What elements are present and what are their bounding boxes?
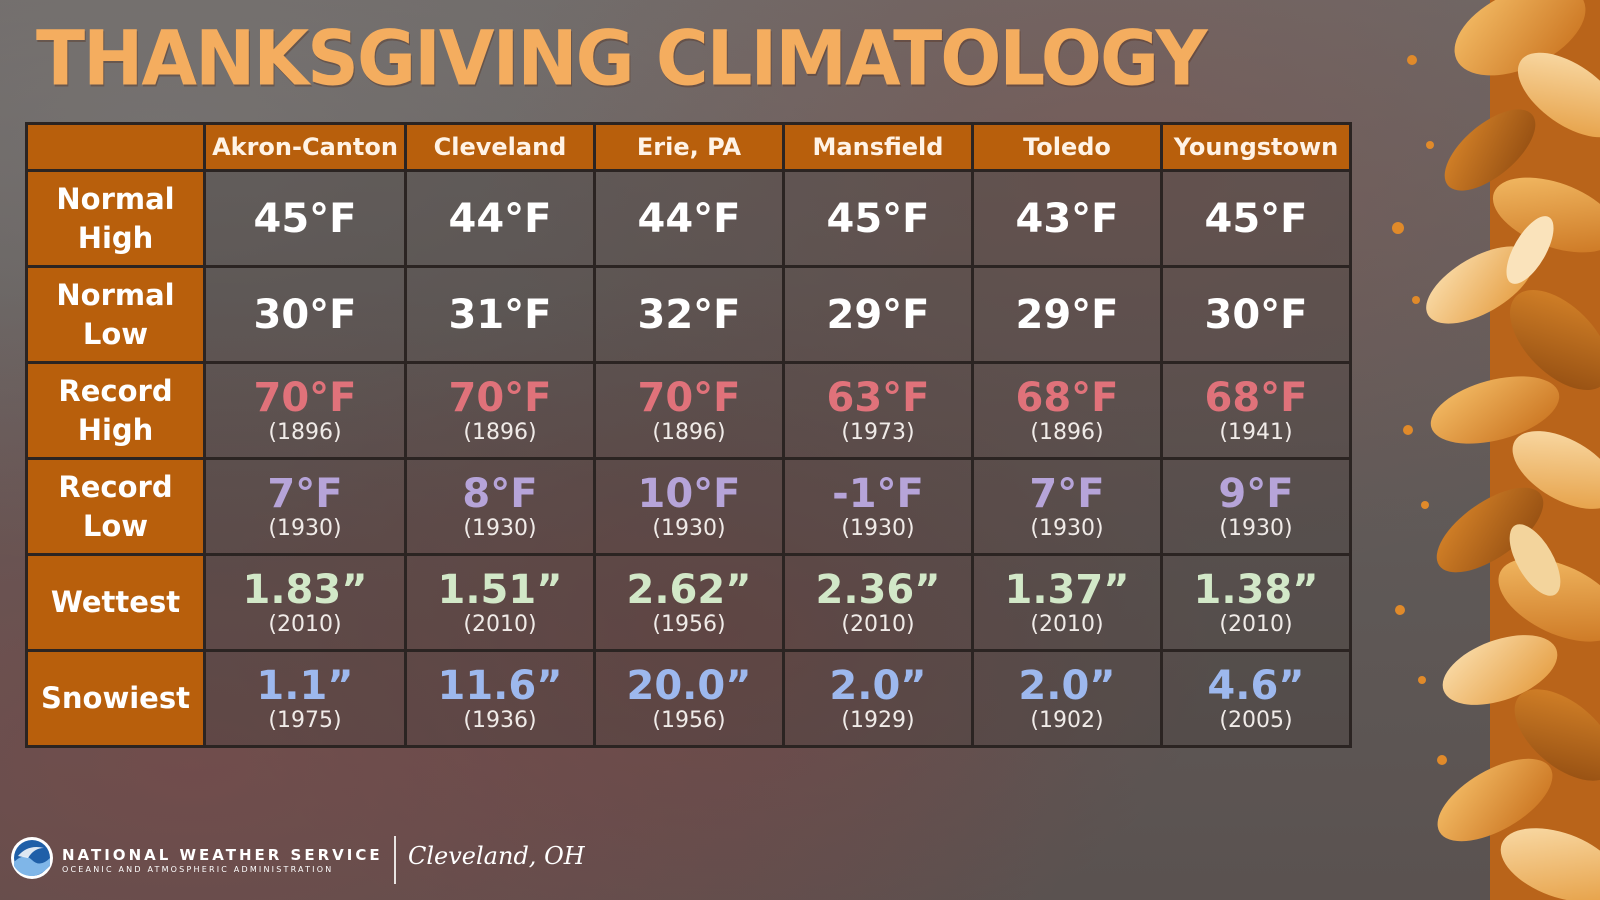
autumn-leaves-icon — [1392, 0, 1600, 900]
cell-value: 70°F (1896) — [404, 361, 596, 460]
header-akron-canton: Akron-Canton — [203, 122, 407, 172]
row-label-wettest: Wettest — [25, 553, 206, 652]
cell-value: 70°F (1896) — [593, 361, 785, 460]
table-row-record-low: Record Low 7°F (1930) 8°F (1930) 10°F (1930)… — [25, 457, 1352, 556]
header-toledo: Toledo — [971, 122, 1163, 172]
office-location: Cleveland, OH — [408, 842, 585, 870]
footer-divider — [394, 836, 396, 884]
climatology-table: Akron-Canton Cleveland Erie, PA Mansfiel… — [25, 122, 1352, 748]
cell-value: 7°F (1930) — [203, 457, 407, 556]
cell-value: 1.38” (2010) — [1160, 553, 1352, 652]
row-label-normal-high: Normal High — [25, 169, 206, 268]
header-cleveland: Cleveland — [404, 122, 596, 172]
table-row-record-high: Record High 70°F (1896) 70°F (1896) 70°F (18… — [25, 361, 1352, 460]
table-row-wettest: Wettest 1.83” (2010) 1.51” (2010) 2.62” (19… — [25, 553, 1352, 652]
table-row-normal-low: Normal Low 30°F 31°F 32°F 29°F 29°F 30°F — [25, 265, 1352, 364]
cell-value: 8°F (1930) — [404, 457, 596, 556]
row-label-record-high: Record High — [25, 361, 206, 460]
agency-name: NATIONAL WEATHER SERVICE — [62, 846, 383, 864]
cell-value: 11.6” (1936) — [404, 649, 596, 748]
table-header-row: Akron-Canton Cleveland Erie, PA Mansfiel… — [25, 122, 1352, 172]
cell-value: 1.83” (2010) — [203, 553, 407, 652]
cell-value: 30°F — [203, 265, 407, 364]
cell-value: -1°F (1930) — [782, 457, 974, 556]
cell-value: 32°F — [593, 265, 785, 364]
table-row-snowiest: Snowiest 1.1” (1975) 11.6” (1936) 20.0” (19… — [25, 649, 1352, 748]
cell-value: 45°F — [782, 169, 974, 268]
cell-value: 68°F (1896) — [971, 361, 1163, 460]
cell-value: 44°F — [593, 169, 785, 268]
cell-value: 31°F — [404, 265, 596, 364]
header-blank — [25, 122, 206, 172]
cell-value: 45°F — [1160, 169, 1352, 268]
cell-value: 70°F (1896) — [203, 361, 407, 460]
cell-value: 20.0” (1956) — [593, 649, 785, 748]
cell-value: 2.0” (1902) — [971, 649, 1163, 748]
cell-value: 9°F (1930) — [1160, 457, 1352, 556]
cell-value: 1.51” (2010) — [404, 553, 596, 652]
header-youngstown: Youngstown — [1160, 122, 1352, 172]
cell-value: 4.6” (2005) — [1160, 649, 1352, 748]
cell-value: 43°F — [971, 169, 1163, 268]
cell-value: 2.62” (1956) — [593, 553, 785, 652]
header-mansfield: Mansfield — [782, 122, 974, 172]
cell-value: 63°F (1973) — [782, 361, 974, 460]
cell-value: 1.37” (2010) — [971, 553, 1163, 652]
table-row-normal-high: Normal High 45°F 44°F 44°F 45°F 43°F 45°F — [25, 169, 1352, 268]
cell-value: 2.36” (2010) — [782, 553, 974, 652]
cell-value: 10°F (1930) — [593, 457, 785, 556]
cell-value: 7°F (1930) — [971, 457, 1163, 556]
cell-value: 29°F — [782, 265, 974, 364]
row-label-snowiest: Snowiest — [25, 649, 206, 748]
noaa-logo-icon — [11, 837, 53, 879]
row-label-record-low: Record Low — [25, 457, 206, 556]
cell-value: 2.0” (1929) — [782, 649, 974, 748]
cell-value: 1.1” (1975) — [203, 649, 407, 748]
cell-value: 30°F — [1160, 265, 1352, 364]
cell-value: 44°F — [404, 169, 596, 268]
page-title: THANKSGIVING CLIMATOLOGY — [36, 14, 1208, 103]
cell-value: 45°F — [203, 169, 407, 268]
header-erie: Erie, PA — [593, 122, 785, 172]
row-label-normal-low: Normal Low — [25, 265, 206, 364]
agency-parent: OCEANIC AND ATMOSPHERIC ADMINISTRATION — [62, 865, 334, 874]
cell-value: 29°F — [971, 265, 1163, 364]
cell-value: 68°F (1941) — [1160, 361, 1352, 460]
